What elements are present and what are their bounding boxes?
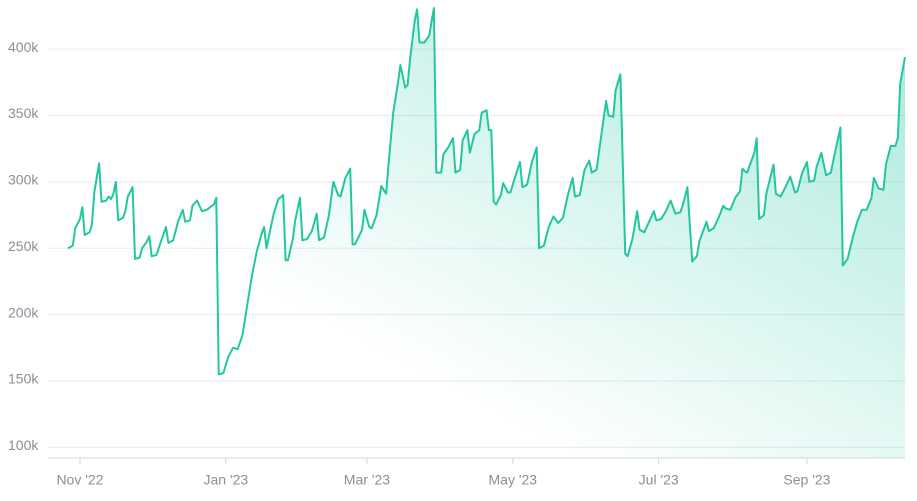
x-tick-label: Mar '23 (344, 472, 390, 488)
y-tick-label: 300k (8, 172, 39, 188)
line (67, 7, 906, 376)
y-tick-label: 250k (8, 238, 39, 254)
x-tick-label: Jul '23 (639, 472, 679, 488)
x-tick-label: Jan '23 (203, 472, 248, 488)
y-tick-label: 400k (8, 39, 39, 55)
x-tick-label: Nov '22 (56, 472, 103, 488)
x-tick-label: Sep '23 (783, 472, 830, 488)
area (68, 8, 905, 458)
y-tick-label: 200k (8, 304, 39, 320)
y-tick-label: 350k (8, 105, 39, 121)
y-tick-label: 150k (8, 371, 39, 387)
x-tick-label: May '23 (489, 472, 538, 488)
y-tick-label: 100k (8, 437, 39, 453)
